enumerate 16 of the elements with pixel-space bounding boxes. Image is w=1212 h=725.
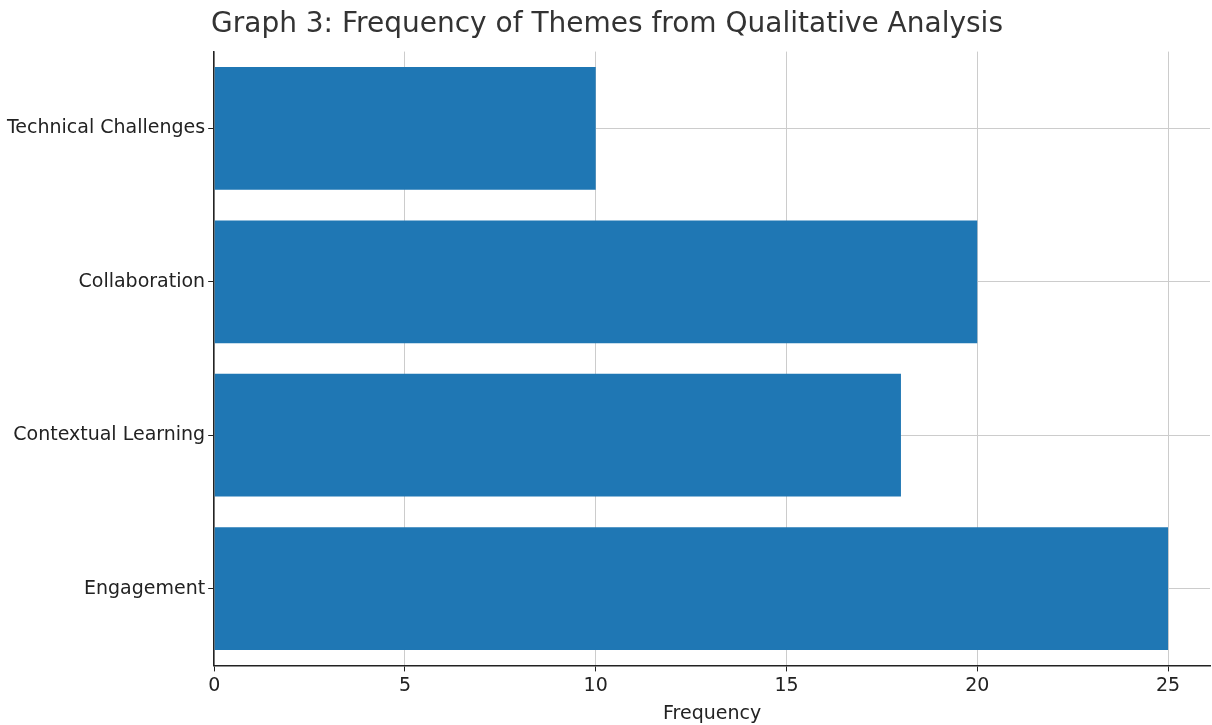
bar xyxy=(214,373,901,497)
y-tick-label: Contextual Learning xyxy=(13,422,206,445)
x-tick-label: 15 xyxy=(774,672,799,695)
x-tick-label: 25 xyxy=(1155,672,1181,695)
x-tick-label: 20 xyxy=(965,672,990,695)
chart-title: Graph 3: Frequency of Themes from Qualitative Analysis xyxy=(211,6,1003,40)
y-tick-label: Collaboration xyxy=(78,268,206,291)
y-tick-label: Engagement xyxy=(83,575,206,598)
x-tick-label: 10 xyxy=(583,672,608,695)
x-tick-label: 5 xyxy=(398,672,411,695)
y-tick-label: Technical Challenges xyxy=(5,115,206,138)
x-tick-label: 0 xyxy=(208,672,221,695)
x-axis-title: Frequency xyxy=(663,700,762,723)
bar xyxy=(214,220,978,344)
bar xyxy=(214,66,596,190)
bar xyxy=(214,527,1169,651)
